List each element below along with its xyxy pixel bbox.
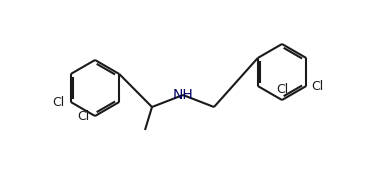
Text: Cl: Cl bbox=[53, 95, 65, 109]
Text: Cl: Cl bbox=[311, 80, 323, 93]
Text: Cl: Cl bbox=[276, 83, 288, 96]
Text: NH: NH bbox=[173, 88, 194, 102]
Text: Cl: Cl bbox=[77, 109, 89, 122]
